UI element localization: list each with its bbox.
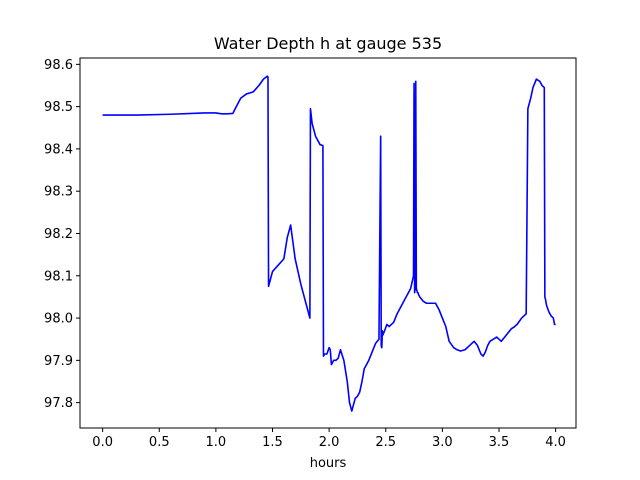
chart-title: Water Depth h at gauge 535 (214, 34, 442, 53)
series-line-0 (102, 75, 556, 412)
x-tick-label: 3.0 (432, 435, 453, 450)
x-tick-label: 4.0 (545, 435, 566, 450)
y-tick-label: 98.6 (44, 58, 73, 73)
y-tick-label: 98.5 (44, 100, 73, 115)
plot-area (102, 75, 556, 412)
x-tick-label: 2.5 (375, 435, 396, 450)
y-axis: 97.8 97.9 98.0 98.1 98.2 98.3 98.4 98.5 98.6 (44, 58, 80, 411)
x-tick-label: 0.0 (92, 435, 113, 450)
y-tick-label: 97.8 (44, 396, 73, 411)
plot-frame (79, 57, 577, 429)
y-tick-label: 97.9 (44, 354, 73, 369)
y-tick-label: 98.4 (44, 142, 73, 157)
x-tick-label: 3.5 (489, 435, 510, 450)
x-tick-label: 2.0 (319, 435, 340, 450)
x-axis-label: hours (310, 456, 347, 471)
y-tick-label: 98.0 (44, 312, 73, 327)
x-tick-label: 1.0 (206, 435, 227, 450)
x-tick-label: 0.5 (149, 435, 170, 450)
x-tick-label: 1.5 (262, 435, 283, 450)
x-axis: 0.0 0.5 1.0 1.5 2.0 2.5 3.0 3.5 4.0 (92, 428, 566, 450)
y-tick-label: 98.2 (44, 227, 73, 242)
y-tick-label: 98.1 (44, 269, 73, 284)
y-tick-label: 98.3 (44, 185, 73, 200)
